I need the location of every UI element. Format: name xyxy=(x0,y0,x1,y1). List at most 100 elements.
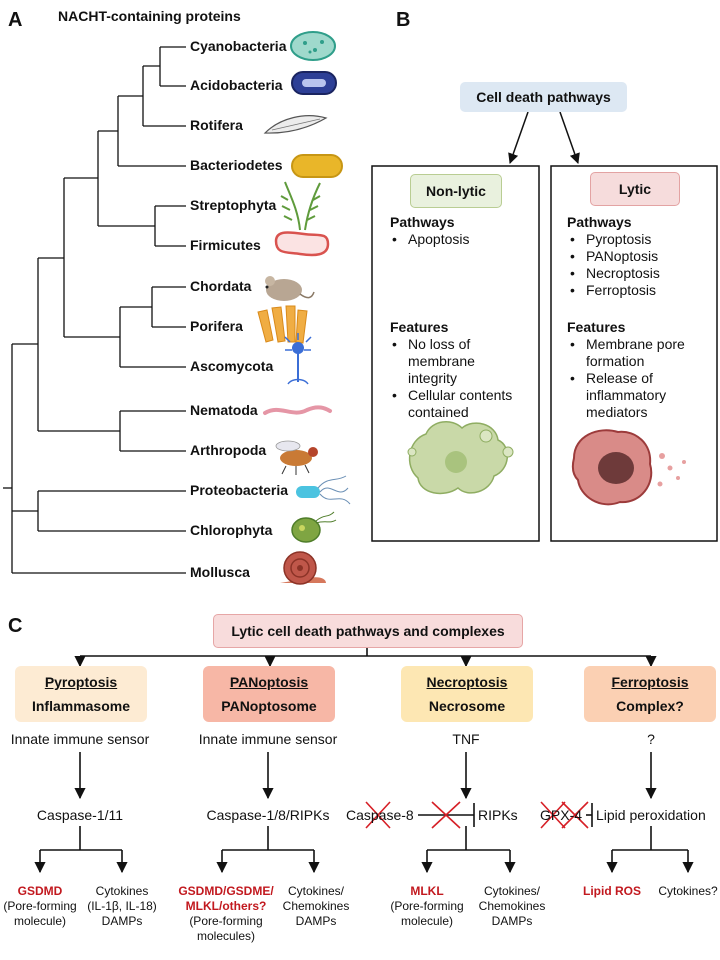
output-line: molecule) xyxy=(400,914,454,928)
phylogenetic-tree xyxy=(3,46,186,574)
necroptosis-box: Necroptosis Necrosome xyxy=(401,666,533,722)
chordata-mouse-icon xyxy=(265,276,315,301)
output-line: (Pore-forming xyxy=(189,914,263,928)
lytic-cell-icon xyxy=(571,429,686,506)
feature-line: mediators xyxy=(586,404,648,420)
cyanobacteria-icon xyxy=(290,31,336,61)
arthropoda-fly-icon xyxy=(275,440,318,475)
feature-line: formation xyxy=(586,353,645,369)
taxon-label: Nematoda xyxy=(190,402,258,418)
panoptosis-mediator: Caspase-1/8/RIPKs xyxy=(206,807,330,823)
taxon-label: Rotifera xyxy=(190,117,243,133)
ferroptosis-mediator: Lipid peroxidation xyxy=(596,807,706,823)
complex-name: Inflammasome xyxy=(31,698,131,714)
nematoda-icon xyxy=(263,405,332,415)
pyroptosis-box: Pyroptosis Inflammasome xyxy=(15,666,147,722)
output-line: GSDMD xyxy=(17,884,63,898)
lytic-pathway-list: Ferroptosis xyxy=(570,282,657,299)
porifera-icon xyxy=(257,305,308,344)
panoptosis-cytokine-output: Cytokines/ Chemokines DAMPs xyxy=(283,884,350,929)
output-line: (Pore-forming xyxy=(390,899,464,913)
pyroptosis-cytokine-output: Cytokines (IL-1β, IL-18) DAMPs xyxy=(87,884,157,929)
nonlytic-pathways-heading: Pathways xyxy=(390,214,455,230)
taxon-label: Acidobacteria xyxy=(190,77,283,93)
taxon-label: Porifera xyxy=(190,318,243,334)
lytic-pathway-list: Pyroptosis xyxy=(570,231,651,248)
pathway-name: Necroptosis xyxy=(426,674,508,690)
panel-b-lines xyxy=(371,111,718,542)
nonlytic-cell-icon xyxy=(407,421,514,495)
pyroptosis-pore-output: GSDMD (Pore-forming molecule) xyxy=(3,884,76,929)
pathway-name: Ferroptosis xyxy=(611,674,689,690)
output-line: GSDMD/GSDME/ xyxy=(178,884,274,898)
taxon-label: Firmicutes xyxy=(190,237,261,253)
chlorophyta-icon xyxy=(291,511,337,543)
output-line: molecules) xyxy=(196,929,256,943)
lytic-pathway-item: Ferroptosis xyxy=(586,282,657,298)
taxon-label: Streptophyta xyxy=(190,197,277,213)
taxon-label: Arthropoda xyxy=(190,442,267,458)
lytic-feature-item: Membrane pore formation xyxy=(570,336,685,370)
nonlytic-feature-item: No loss of membrane integrity xyxy=(392,336,475,387)
nonlytic-title-box: Non-lytic xyxy=(410,174,502,208)
output-line: DAMPs xyxy=(491,914,533,928)
panoptosis-trigger: Innate immune sensor xyxy=(198,731,338,747)
ferroptosis-ros-output: Lipid ROS xyxy=(583,884,641,899)
output-line: MLKL xyxy=(410,884,444,898)
rotifera-icon xyxy=(263,115,328,134)
nonlytic-feature-item: Cellular contents contained xyxy=(392,387,513,421)
taxon-label: Chlorophyta xyxy=(190,522,273,538)
lytic-pathway-item: Necroptosis xyxy=(586,265,660,281)
feature-line: membrane xyxy=(408,353,475,369)
ferroptosis-cytokine-output: Cytokines? xyxy=(658,884,717,899)
lytic-feature-item: Release of inflammatory mediators xyxy=(570,370,667,421)
feature-line: integrity xyxy=(408,370,458,386)
cell-death-pathways-box: Cell death pathways xyxy=(460,82,627,112)
panel-c-title-box: Lytic cell death pathways and complexes xyxy=(213,614,523,648)
firmicutes-icon xyxy=(274,231,330,257)
output-line: Chemokines xyxy=(282,899,350,913)
taxon-label: Mollusca xyxy=(190,564,250,580)
streptophyta-icon xyxy=(280,181,321,231)
necroptosis-cytokine-output: Cytokines/ Chemokines DAMPs xyxy=(479,884,546,929)
ferroptosis-inhibitor: GPX-4 xyxy=(540,807,583,823)
output-line: Cytokines? xyxy=(658,884,718,898)
pyroptosis-trigger: Innate immune sensor xyxy=(10,731,150,747)
taxon-label: Chordata xyxy=(190,278,252,294)
feature-line: contained xyxy=(408,404,469,420)
output-line: Cytokines/ xyxy=(483,884,541,898)
complex-name: PANoptosome xyxy=(221,698,317,714)
feature-line: Cellular contents xyxy=(408,387,513,403)
necroptosis-inhibitor: Caspase-8 xyxy=(346,807,414,823)
complex-name: Necrosome xyxy=(428,698,506,714)
output-line: Chemokines xyxy=(478,899,546,913)
output-line: Cytokines/ xyxy=(287,884,345,898)
lytic-pathway-list: PANoptosis xyxy=(570,248,659,265)
crossed-out-marks xyxy=(365,801,589,829)
panoptosis-box: PANoptosis PANoptosome xyxy=(203,666,335,722)
panel-c-lines xyxy=(34,646,694,874)
mollusca-snail-icon xyxy=(280,551,326,585)
lytic-features-heading: Features xyxy=(567,319,626,335)
lytic-title-box: Lytic xyxy=(590,172,680,206)
pathway-name: Pyroptosis xyxy=(44,674,118,690)
feature-line: No loss of xyxy=(408,336,471,352)
acidobacteria-icon xyxy=(291,71,337,95)
pyroptosis-mediator: Caspase-1/11 xyxy=(36,807,124,823)
taxon-label: Ascomycota xyxy=(190,358,274,374)
ferroptosis-box: Ferroptosis Complex? xyxy=(584,666,716,722)
necroptosis-mediator: RIPKs xyxy=(478,807,518,823)
output-line: MLKL/others? xyxy=(185,899,267,913)
nonlytic-pathway-item: Apoptosis xyxy=(392,231,470,248)
proteobacteria-icon xyxy=(296,475,351,505)
organism-icons xyxy=(257,31,351,585)
feature-line: inflammatory xyxy=(586,387,667,403)
output-line: (IL-1β, IL-18) xyxy=(87,899,157,913)
panoptosis-pore-output: GSDMD/GSDME/ MLKL/others? (Pore-forming … xyxy=(178,884,273,944)
lytic-pathway-item: PANoptosis xyxy=(586,248,659,264)
output-line: (Pore-forming xyxy=(3,899,77,913)
taxon-label: Bacteriodetes xyxy=(190,157,283,173)
taxon-label: Cyanobacteria xyxy=(190,38,287,54)
feature-line: Membrane pore xyxy=(586,336,685,352)
